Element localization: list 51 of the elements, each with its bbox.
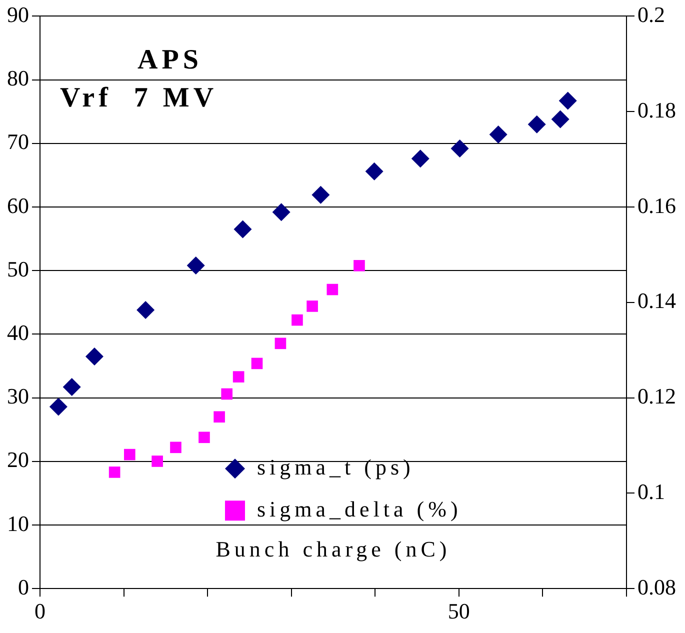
y-tick-label: 0 [18,574,29,600]
point [528,115,546,134]
point [251,358,263,370]
point [551,110,570,128]
point [411,150,430,168]
point [124,448,136,460]
annotation: Vrf 7 MV [60,82,218,114]
y-tick-label: 90 [7,2,29,27]
point [85,347,104,366]
point [170,442,182,454]
point [198,432,210,444]
point [272,203,290,222]
y-tick-label: 60 [7,192,29,218]
point [365,162,384,180]
y2-tick-label: 0.18 [638,97,676,122]
y-tick-label: 70 [7,129,29,154]
point [186,256,205,275]
y-tick-label: 10 [7,510,29,536]
point [221,388,232,400]
x-axis-title: Bunch charge (nC) [216,536,451,562]
point [49,398,68,416]
y2-tick-label: 0.12 [638,384,676,409]
y-tick-label: 80 [7,66,29,91]
point [450,139,469,158]
point [152,456,163,467]
point [489,125,508,144]
y-tick-label: 30 [7,384,29,409]
y2-tick-label: 0.14 [638,288,676,314]
y2-tick-label: 0.1 [638,478,665,504]
y-tick-label: 50 [7,256,29,282]
y2-tick-label: 0.08 [638,574,676,600]
annotation: APS [138,44,202,76]
point [234,220,252,238]
point [306,300,318,312]
legend-label: sigma_delta (%) [257,496,462,522]
y-tick-label: 20 [7,447,29,472]
point [136,301,155,320]
point [326,284,338,296]
legend-label: sigma_t (ps) [257,454,414,480]
point [312,186,330,204]
y-tick-label: 40 [7,320,29,345]
point [232,371,244,382]
point [292,314,303,326]
point [108,466,120,478]
point [558,92,577,110]
point [62,378,81,396]
y2-tick-label: 0.16 [638,192,676,218]
point [274,338,286,350]
point [354,260,365,272]
y2-tick-label: 0.2 [638,2,665,27]
point [214,411,225,423]
